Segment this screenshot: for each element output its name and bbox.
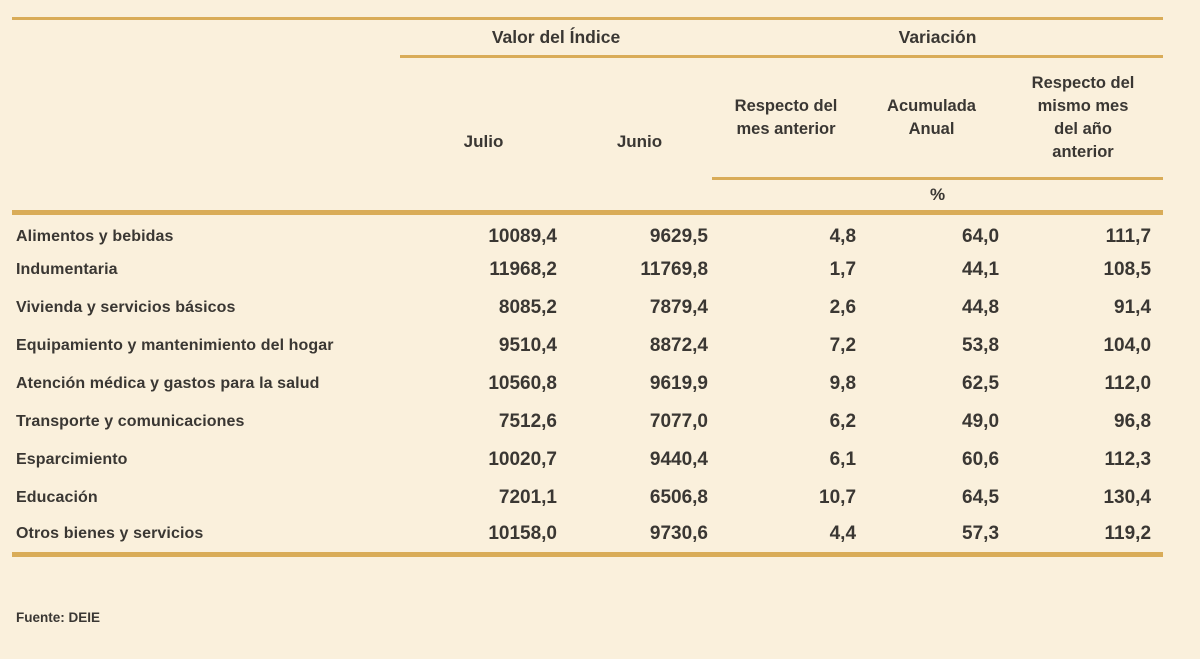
category-label: Alimentos y bebidas [16, 228, 174, 246]
category-label: Atención médica y gastos para la salud [16, 374, 320, 392]
empty-index-cell [400, 178, 713, 215]
group-header-row: Valor del Índice Variación [12, 18, 1164, 58]
category-label: Esparcimiento [16, 450, 128, 468]
empty-corner-cell [12, 19, 400, 57]
table-row: Equipamiento y mantenimiento del hogar 9… [12, 327, 1163, 365]
value-var-accumulated: 53,8 [962, 334, 1000, 356]
value-julio: 10158,0 [400, 516, 567, 557]
price-index-table: Valor del Índice Variación Julio Junio R… [12, 17, 1164, 557]
value-var-accumulated: 44,1 [962, 258, 1000, 280]
group-header-index-value: Valor del Índice [400, 18, 713, 58]
value-var-accumulated: 44,8 [962, 296, 1000, 318]
value-junio: 9440,4 [649, 448, 709, 470]
value-julio: 10089,4 [488, 226, 557, 248]
group-header-variation: Variación [712, 18, 1164, 58]
value-junio: 9629,5 [649, 226, 709, 248]
empty-label-cell [12, 178, 400, 215]
category-label: Transporte y comunicaciones [16, 412, 245, 430]
column-header-var-accumulated: Acumulada Anual [860, 56, 1004, 180]
value-julio: 9510,4 [498, 334, 557, 356]
value-var-prev-month: 4,4 [712, 516, 861, 557]
table-row: Atención médica y gastos para la salud 1… [12, 365, 1163, 403]
value-var-accumulated: 64,5 [962, 486, 1000, 508]
table-row: Educación 7201,1 6506,8 10,7 64,5 130,4 [12, 479, 1163, 517]
source-note: Fuente: DEIE [16, 610, 101, 625]
value-var-prev-month: 4,8 [829, 226, 857, 248]
value-var-accumulated: 49,0 [962, 410, 1000, 432]
value-var-prev-month: 10,7 [819, 486, 857, 508]
value-var-yoy: 112,3 [1104, 448, 1152, 470]
value-var-prev-month: 6,1 [829, 448, 857, 470]
table-row: Otros bienes y servicios 10158,0 9730,6 … [12, 516, 1164, 557]
value-var-yoy: 96,8 [1114, 410, 1152, 432]
value-julio: 7512,6 [498, 410, 557, 432]
value-var-accumulated: 62,5 [962, 372, 1000, 394]
category-label: Educación [16, 488, 98, 506]
value-julio: 10560,8 [488, 372, 557, 394]
empty-label-cell [12, 57, 400, 179]
column-header-var-prev-month: Respecto del mes anterior [712, 56, 861, 180]
category-label: Indumentaria [16, 260, 118, 278]
value-var-accumulated: 60,6 [962, 448, 1000, 470]
value-junio: 6506,8 [649, 486, 709, 508]
value-var-yoy: 130,4 [1103, 486, 1152, 508]
value-var-accumulated: 64,0 [962, 226, 1000, 248]
value-var-prev-month: 1,7 [829, 258, 857, 280]
column-header-row: Julio Junio Respecto del mes anterior Ac… [12, 56, 1164, 180]
table-row: Alimentos y bebidas 10089,4 9629,5 4,8 6… [12, 213, 1163, 251]
category-label: Vivienda y servicios básicos [16, 298, 236, 316]
table-row: Vivienda y servicios básicos 8085,2 7879… [12, 289, 1163, 327]
table-row: Indumentaria 11968,2 11769,8 1,7 44,1 10… [12, 251, 1163, 289]
column-header-var-yoy: Respecto del mismo mes del año anterior [1003, 56, 1164, 180]
value-junio: 7879,4 [649, 296, 709, 318]
percent-unit-label: % [712, 178, 1164, 215]
value-var-prev-month: 9,8 [829, 372, 857, 394]
value-junio: 11769,8 [640, 258, 709, 280]
value-var-prev-month: 6,2 [829, 410, 857, 432]
value-junio: 9619,9 [649, 372, 709, 394]
value-var-prev-month: 2,6 [829, 296, 857, 318]
value-var-accumulated: 57,3 [860, 516, 1004, 557]
column-header-junio: Junio [616, 131, 663, 151]
unit-row: % [12, 178, 1164, 215]
value-julio: 7201,1 [498, 486, 557, 508]
value-var-yoy: 111,7 [1105, 226, 1152, 248]
value-junio: 9730,6 [567, 516, 713, 557]
value-julio: 8085,2 [498, 296, 557, 318]
value-var-prev-month: 7,2 [829, 334, 857, 356]
category-label: Equipamiento y mantenimiento del hogar [16, 336, 334, 354]
value-junio: 8872,4 [649, 334, 709, 356]
value-var-yoy: 108,5 [1103, 258, 1152, 280]
value-var-yoy: 104,0 [1103, 334, 1152, 356]
category-label: Otros bienes y servicios [12, 516, 400, 557]
table-row: Esparcimiento 10020,7 9440,4 6,1 60,6 11… [12, 441, 1163, 479]
value-junio: 7077,0 [649, 410, 709, 432]
value-var-yoy: 119,2 [1003, 516, 1164, 557]
index-table-container: Valor del Índice Variación Julio Junio R… [12, 17, 1164, 557]
value-var-yoy: 112,0 [1104, 372, 1152, 394]
value-var-yoy: 91,4 [1114, 296, 1152, 318]
table-row: Transporte y comunicaciones 7512,6 7077,… [12, 403, 1163, 441]
column-header-julio: Julio [463, 131, 504, 151]
value-julio: 11968,2 [489, 258, 557, 280]
value-julio: 10020,7 [488, 448, 557, 470]
